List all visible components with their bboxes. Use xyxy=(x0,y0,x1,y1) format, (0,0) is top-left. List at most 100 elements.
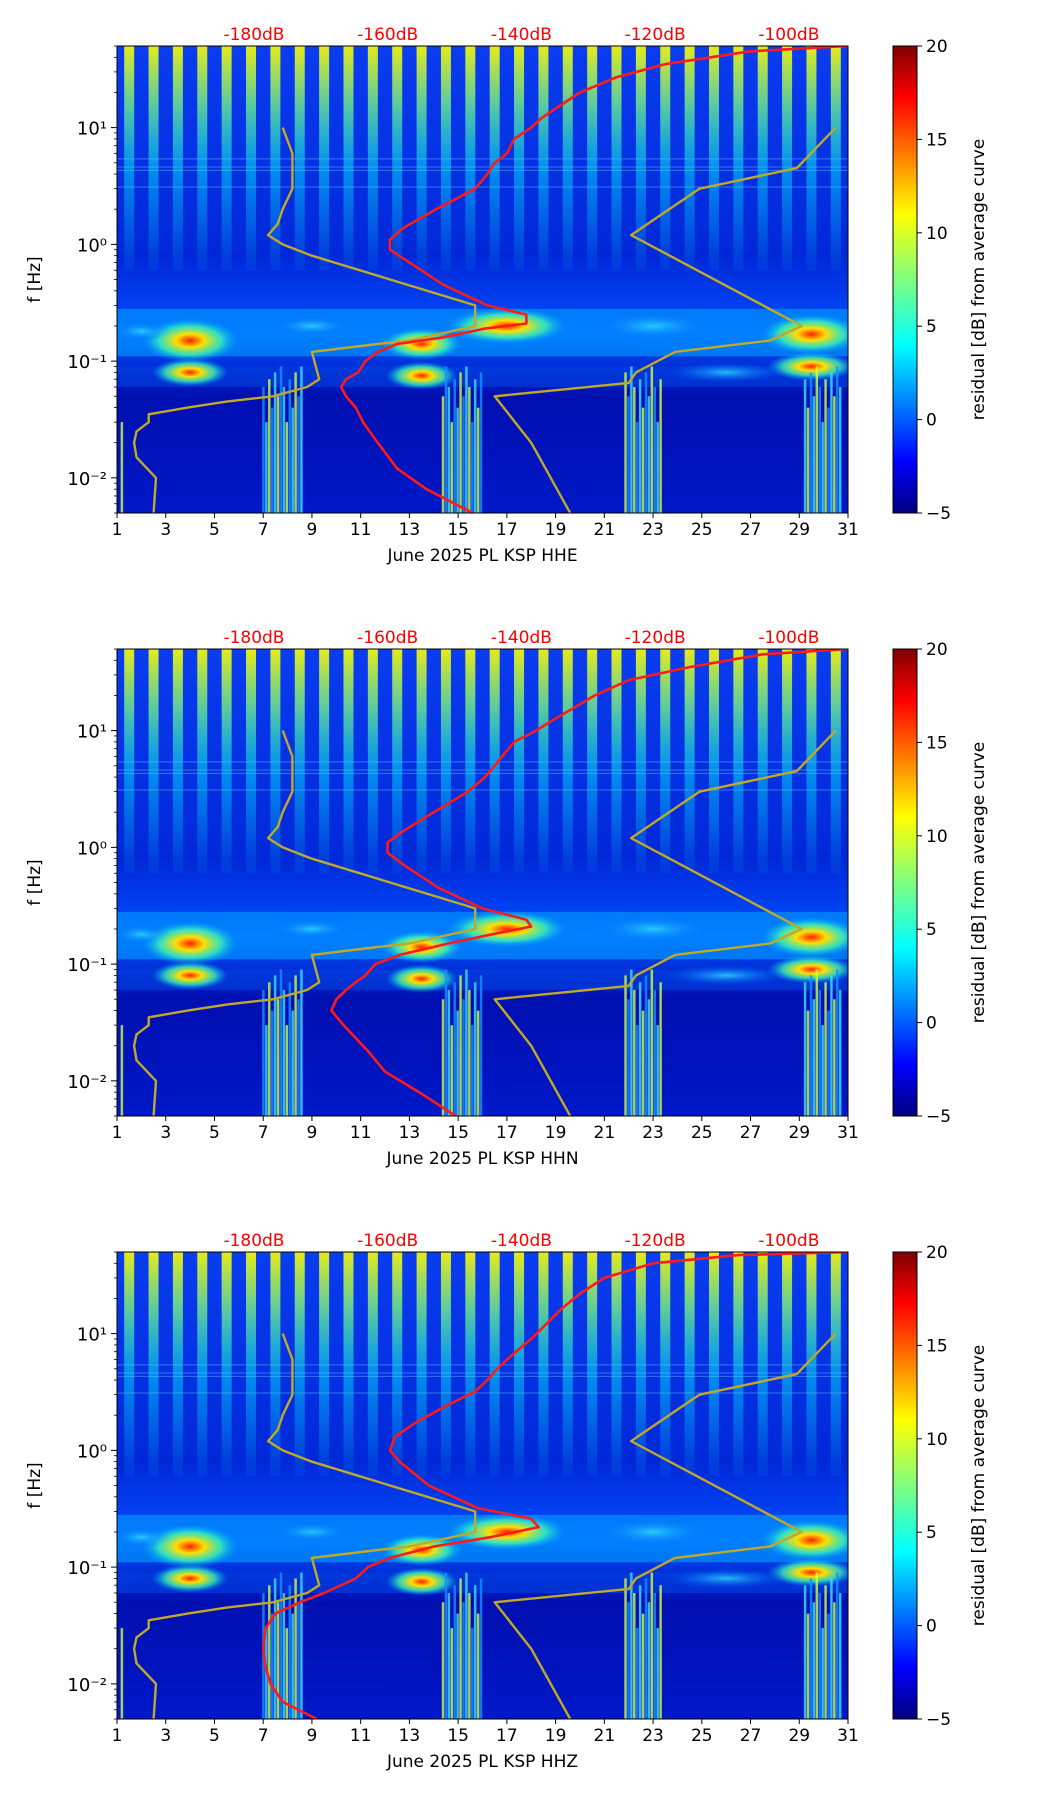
y-axis-label: f [Hz] xyxy=(25,256,45,302)
x-tick-label: 23 xyxy=(642,1726,664,1746)
daily-stripe xyxy=(635,649,646,874)
daily-stripe xyxy=(246,46,257,271)
db-top-label: -120dB xyxy=(625,25,686,45)
y-axis-label: f [Hz] xyxy=(25,859,45,905)
noise-model-low-line xyxy=(132,1333,477,1719)
storm-blob xyxy=(385,1567,458,1596)
heatmap xyxy=(117,649,848,1116)
x-tick-label: 25 xyxy=(691,520,713,540)
storm-blob xyxy=(381,328,462,361)
x-tick-label: 27 xyxy=(740,1123,762,1143)
daily-stripe xyxy=(489,1252,500,1477)
x-tick-label: 3 xyxy=(160,1726,171,1746)
daily-stripe xyxy=(221,1252,232,1477)
x-axis-label: June 2025 PL KSP HHN xyxy=(385,1149,578,1169)
daily-stripe xyxy=(270,46,281,271)
daily-stripe xyxy=(660,649,671,874)
daily-stripe xyxy=(587,46,598,271)
y-tick-label: 10⁻¹ xyxy=(67,955,107,976)
daily-stripe xyxy=(733,649,744,874)
storm-blob xyxy=(761,314,848,355)
x-tick-label: 21 xyxy=(594,1123,616,1143)
noise-glow xyxy=(271,315,352,336)
colorbar-tick-label: 20 xyxy=(926,37,948,57)
storm-blob xyxy=(152,961,229,990)
colorbar-tick-label: 0 xyxy=(926,1617,937,1637)
x-tick-label: 15 xyxy=(447,520,469,540)
y-tick-label: 10¹ xyxy=(77,119,107,140)
noise-glow xyxy=(271,918,352,939)
daily-stripe xyxy=(197,1252,208,1477)
colorbar-tick-label: 5 xyxy=(926,1523,937,1543)
colorbar-label: residual [dB] from average curve xyxy=(969,1345,989,1626)
colorbar-tick-label: 20 xyxy=(926,640,948,660)
daily-stripe xyxy=(708,649,719,874)
daily-stripe xyxy=(538,649,549,874)
db-top-label: -180dB xyxy=(223,1231,284,1251)
daily-stripe xyxy=(416,649,427,874)
daily-stripe xyxy=(806,46,817,271)
colorbar-gradient xyxy=(892,648,918,1117)
x-tick-label: 3 xyxy=(160,1123,171,1143)
x-tick-label: 31 xyxy=(837,520,859,540)
y-tick-label: 10¹ xyxy=(77,722,107,743)
daily-stripe xyxy=(343,46,354,271)
daily-stripe xyxy=(733,1252,744,1477)
colorbar-tick-label: 5 xyxy=(926,317,937,337)
daily-stripe xyxy=(782,649,793,874)
noise-model-high-line xyxy=(493,729,837,1116)
daily-stripe xyxy=(148,649,159,874)
daily-stripe xyxy=(538,1252,549,1477)
daily-stripe xyxy=(221,46,232,271)
x-tick-label: 15 xyxy=(447,1726,469,1746)
x-tick-label: 17 xyxy=(496,1123,518,1143)
daily-stripe xyxy=(221,649,232,874)
colorbar: 20 15 10 5 0 −5 residual [dB] from average cur… xyxy=(892,1243,989,1730)
x-tick-label: 7 xyxy=(258,1726,269,1746)
colorbar-gradient xyxy=(892,1251,918,1720)
daily-stripe xyxy=(611,1252,622,1477)
daily-stripe xyxy=(392,46,403,271)
x-tick-label: 27 xyxy=(740,1726,762,1746)
noise-glow xyxy=(271,1521,352,1542)
colorbar-tick-label: 15 xyxy=(926,1336,948,1356)
colorbar-gradient xyxy=(892,45,918,514)
daily-stripe xyxy=(148,46,159,271)
x-tick-label: 19 xyxy=(545,1123,567,1143)
daily-stripe xyxy=(684,46,695,271)
microseism-band-low xyxy=(117,366,848,388)
daily-stripe xyxy=(514,46,525,271)
noise-model-low-line xyxy=(132,730,477,1116)
daily-stripe xyxy=(124,649,135,874)
daily-stripe xyxy=(562,649,573,874)
db-top-label: -160dB xyxy=(357,628,418,648)
db-top-label: -160dB xyxy=(357,1231,418,1251)
noise-glow xyxy=(117,321,172,342)
x-axis-label: June 2025 PL KSP HHZ xyxy=(386,1752,578,1772)
x-tick-label: 31 xyxy=(837,1123,859,1143)
daily-stripe xyxy=(635,46,646,271)
storm-blob xyxy=(446,910,567,947)
daily-stripe xyxy=(197,46,208,271)
daily-stripe xyxy=(684,1252,695,1477)
heatmap-background xyxy=(117,46,848,513)
x-tick-label: 13 xyxy=(399,1726,421,1746)
colorbar-tick-label: 10 xyxy=(926,224,948,244)
daily-stripe xyxy=(367,46,378,271)
daily-stripe xyxy=(197,649,208,874)
daily-stripe xyxy=(294,1252,305,1477)
daily-stripe xyxy=(757,649,768,874)
x-tick-label: 25 xyxy=(691,1123,713,1143)
average-curve-line xyxy=(261,1252,848,1719)
daily-stripe xyxy=(343,1252,354,1477)
x-tick-label: 1 xyxy=(112,520,123,540)
daily-stripe xyxy=(830,1252,841,1477)
daily-stripe xyxy=(782,46,793,271)
daily-stripe xyxy=(660,1252,671,1477)
daily-stripe xyxy=(587,1252,598,1477)
y-tick-label: 10⁰ xyxy=(77,838,107,859)
storm-blob xyxy=(761,1520,848,1561)
x-tick-label: 25 xyxy=(691,1726,713,1746)
colorbar-tick-label: 10 xyxy=(926,1430,948,1450)
daily-stripe xyxy=(246,649,257,874)
